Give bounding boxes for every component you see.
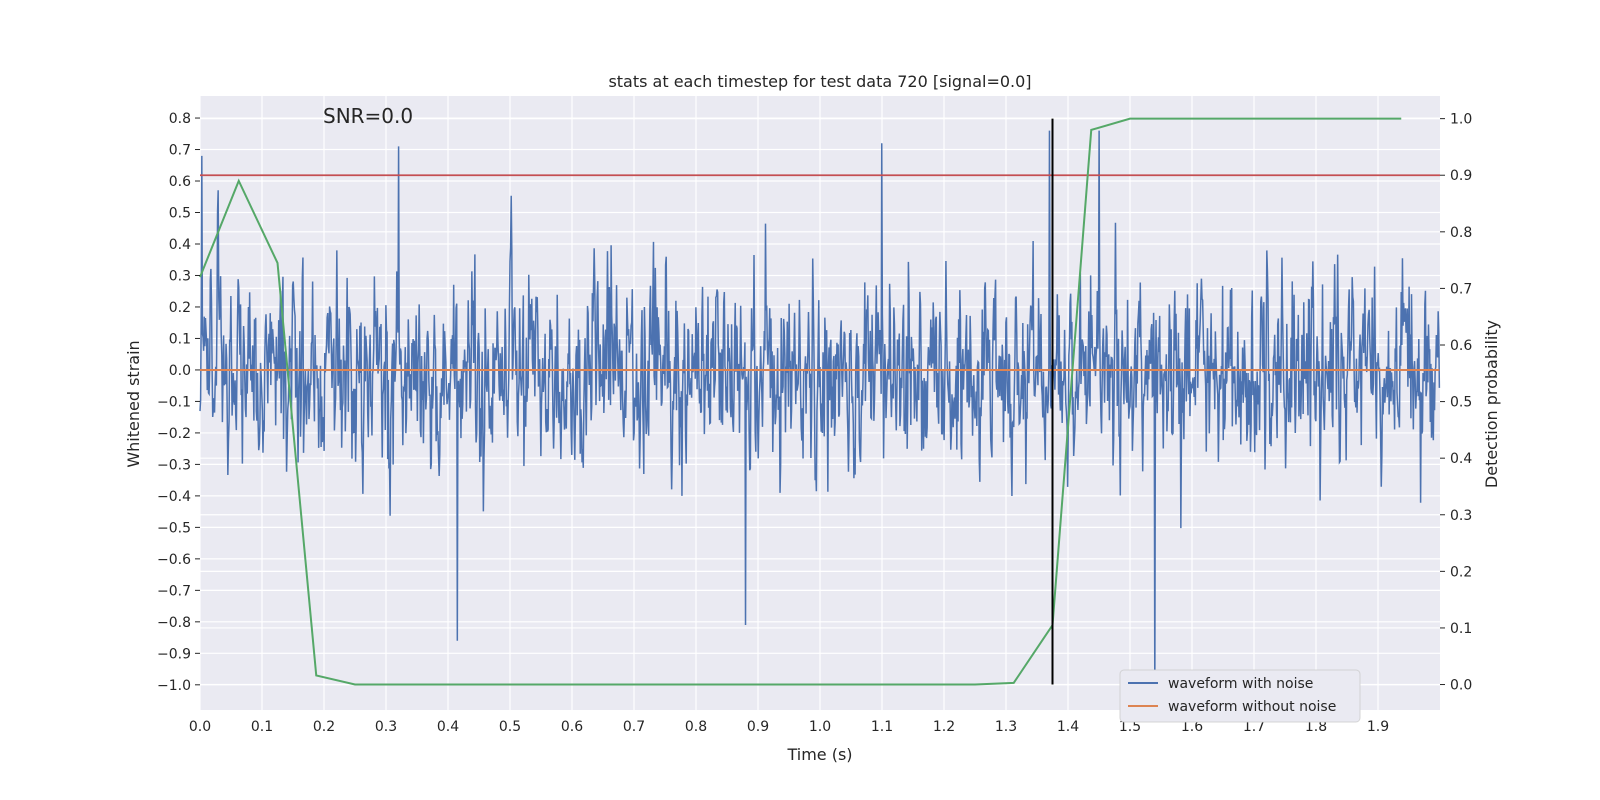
y-tick-label: −0.5 <box>157 520 191 536</box>
x-tick-label: 0.9 <box>747 719 769 735</box>
y-tick-label: 0.7 <box>169 143 191 159</box>
y2-tick-label: 0.2 <box>1450 564 1472 580</box>
legend: waveform with noise waveform without noi… <box>1119 669 1361 723</box>
y-axis-label: Whitened strain <box>124 340 143 467</box>
x-tick-label: 1.0 <box>809 719 831 735</box>
x-tick-label: 1.1 <box>871 719 893 735</box>
y-tick-label: 0.4 <box>169 237 191 253</box>
x-tick-label: 1.7 <box>1243 719 1265 735</box>
y2-tick-label: 0.5 <box>1450 395 1472 411</box>
chart-title: stats at each timestep for test data 720… <box>608 72 1031 91</box>
snr-annotation: SNR=0.0 <box>323 104 413 128</box>
x-tick-label: 1.3 <box>995 719 1017 735</box>
y-tick-label: −1.0 <box>157 678 191 694</box>
y-tick-label: 0.6 <box>169 174 191 190</box>
legend-label-noise: waveform with noise <box>1168 676 1313 692</box>
x-tick-labels: 0.0 0.1 0.2 0.3 0.4 0.5 0.6 0.7 0.8 0.9 1.0 1.1 1.2 1… <box>189 719 1389 735</box>
series-waveform-with-noise <box>199 130 1441 701</box>
x-tick-label: 0.2 <box>313 719 335 735</box>
y2-tick-label: 0.8 <box>1450 225 1472 241</box>
y-tick-label: −0.3 <box>157 457 191 473</box>
y2-tick-label: 0.4 <box>1450 451 1472 467</box>
y-tick-label: 0.8 <box>169 111 191 127</box>
y-tick-label: 0.3 <box>169 268 191 284</box>
legend-box <box>1119 669 1361 723</box>
x-tick-label: 1.8 <box>1305 719 1327 735</box>
x-tick-label: 1.9 <box>1367 719 1389 735</box>
y2-tick-labels: 1.0 0.9 0.8 0.7 0.6 0.5 0.4 0.3 0.2 0.1 0.0 <box>1440 112 1472 694</box>
y-tick-label: 0.0 <box>169 363 191 379</box>
y-tick-label: 0.2 <box>169 300 191 316</box>
y-tick-label: 0.5 <box>169 206 191 222</box>
series-layer <box>199 117 1441 701</box>
x-tick-label: 1.5 <box>1119 719 1141 735</box>
y2-tick-label: 0.1 <box>1450 621 1472 637</box>
y-tick-label: −0.9 <box>157 646 191 662</box>
x-tick-label: 0.3 <box>375 719 397 735</box>
x-tick-label: 0.7 <box>623 719 645 735</box>
x-tick-label: 0.5 <box>499 719 521 735</box>
y-tick-label: −0.6 <box>157 552 191 568</box>
y-tick-label: 0.1 <box>169 331 191 347</box>
x-tick-label: 1.2 <box>933 719 955 735</box>
y-tick-label: −0.2 <box>157 426 191 442</box>
y2-tick-label: 0.0 <box>1450 678 1472 694</box>
y-tick-label: −0.4 <box>157 489 191 505</box>
x-tick-label: 0.0 <box>189 719 211 735</box>
x-tick-label: 0.6 <box>561 719 583 735</box>
y2-tick-label: 0.6 <box>1450 338 1472 354</box>
x-tick-label: 0.1 <box>251 719 273 735</box>
y-tick-labels: 0.8 0.7 0.6 0.5 0.4 0.3 0.2 0.1 0.0 −0.1 −0.2 −0.3 −… <box>157 111 200 694</box>
y-tick-label: −0.8 <box>157 615 191 631</box>
legend-label-clean: waveform without noise <box>1168 699 1336 715</box>
y2-tick-label: 1.0 <box>1450 112 1472 128</box>
x-tick-label: 1.4 <box>1057 719 1079 735</box>
y2-axis-label: Detection probability <box>1482 320 1501 488</box>
x-axis-label: Time (s) <box>786 745 852 764</box>
y2-tick-label: 0.9 <box>1450 168 1472 184</box>
x-tick-label: 0.4 <box>437 719 459 735</box>
y2-tick-label: 0.3 <box>1450 508 1472 524</box>
y2-tick-label: 0.7 <box>1450 281 1472 297</box>
x-tick-label: 0.8 <box>685 719 707 735</box>
series-detection-probability <box>199 117 1402 686</box>
y-tick-label: −0.7 <box>157 583 191 599</box>
y-tick-label: −0.1 <box>157 394 191 410</box>
x-tick-label: 1.6 <box>1181 719 1203 735</box>
